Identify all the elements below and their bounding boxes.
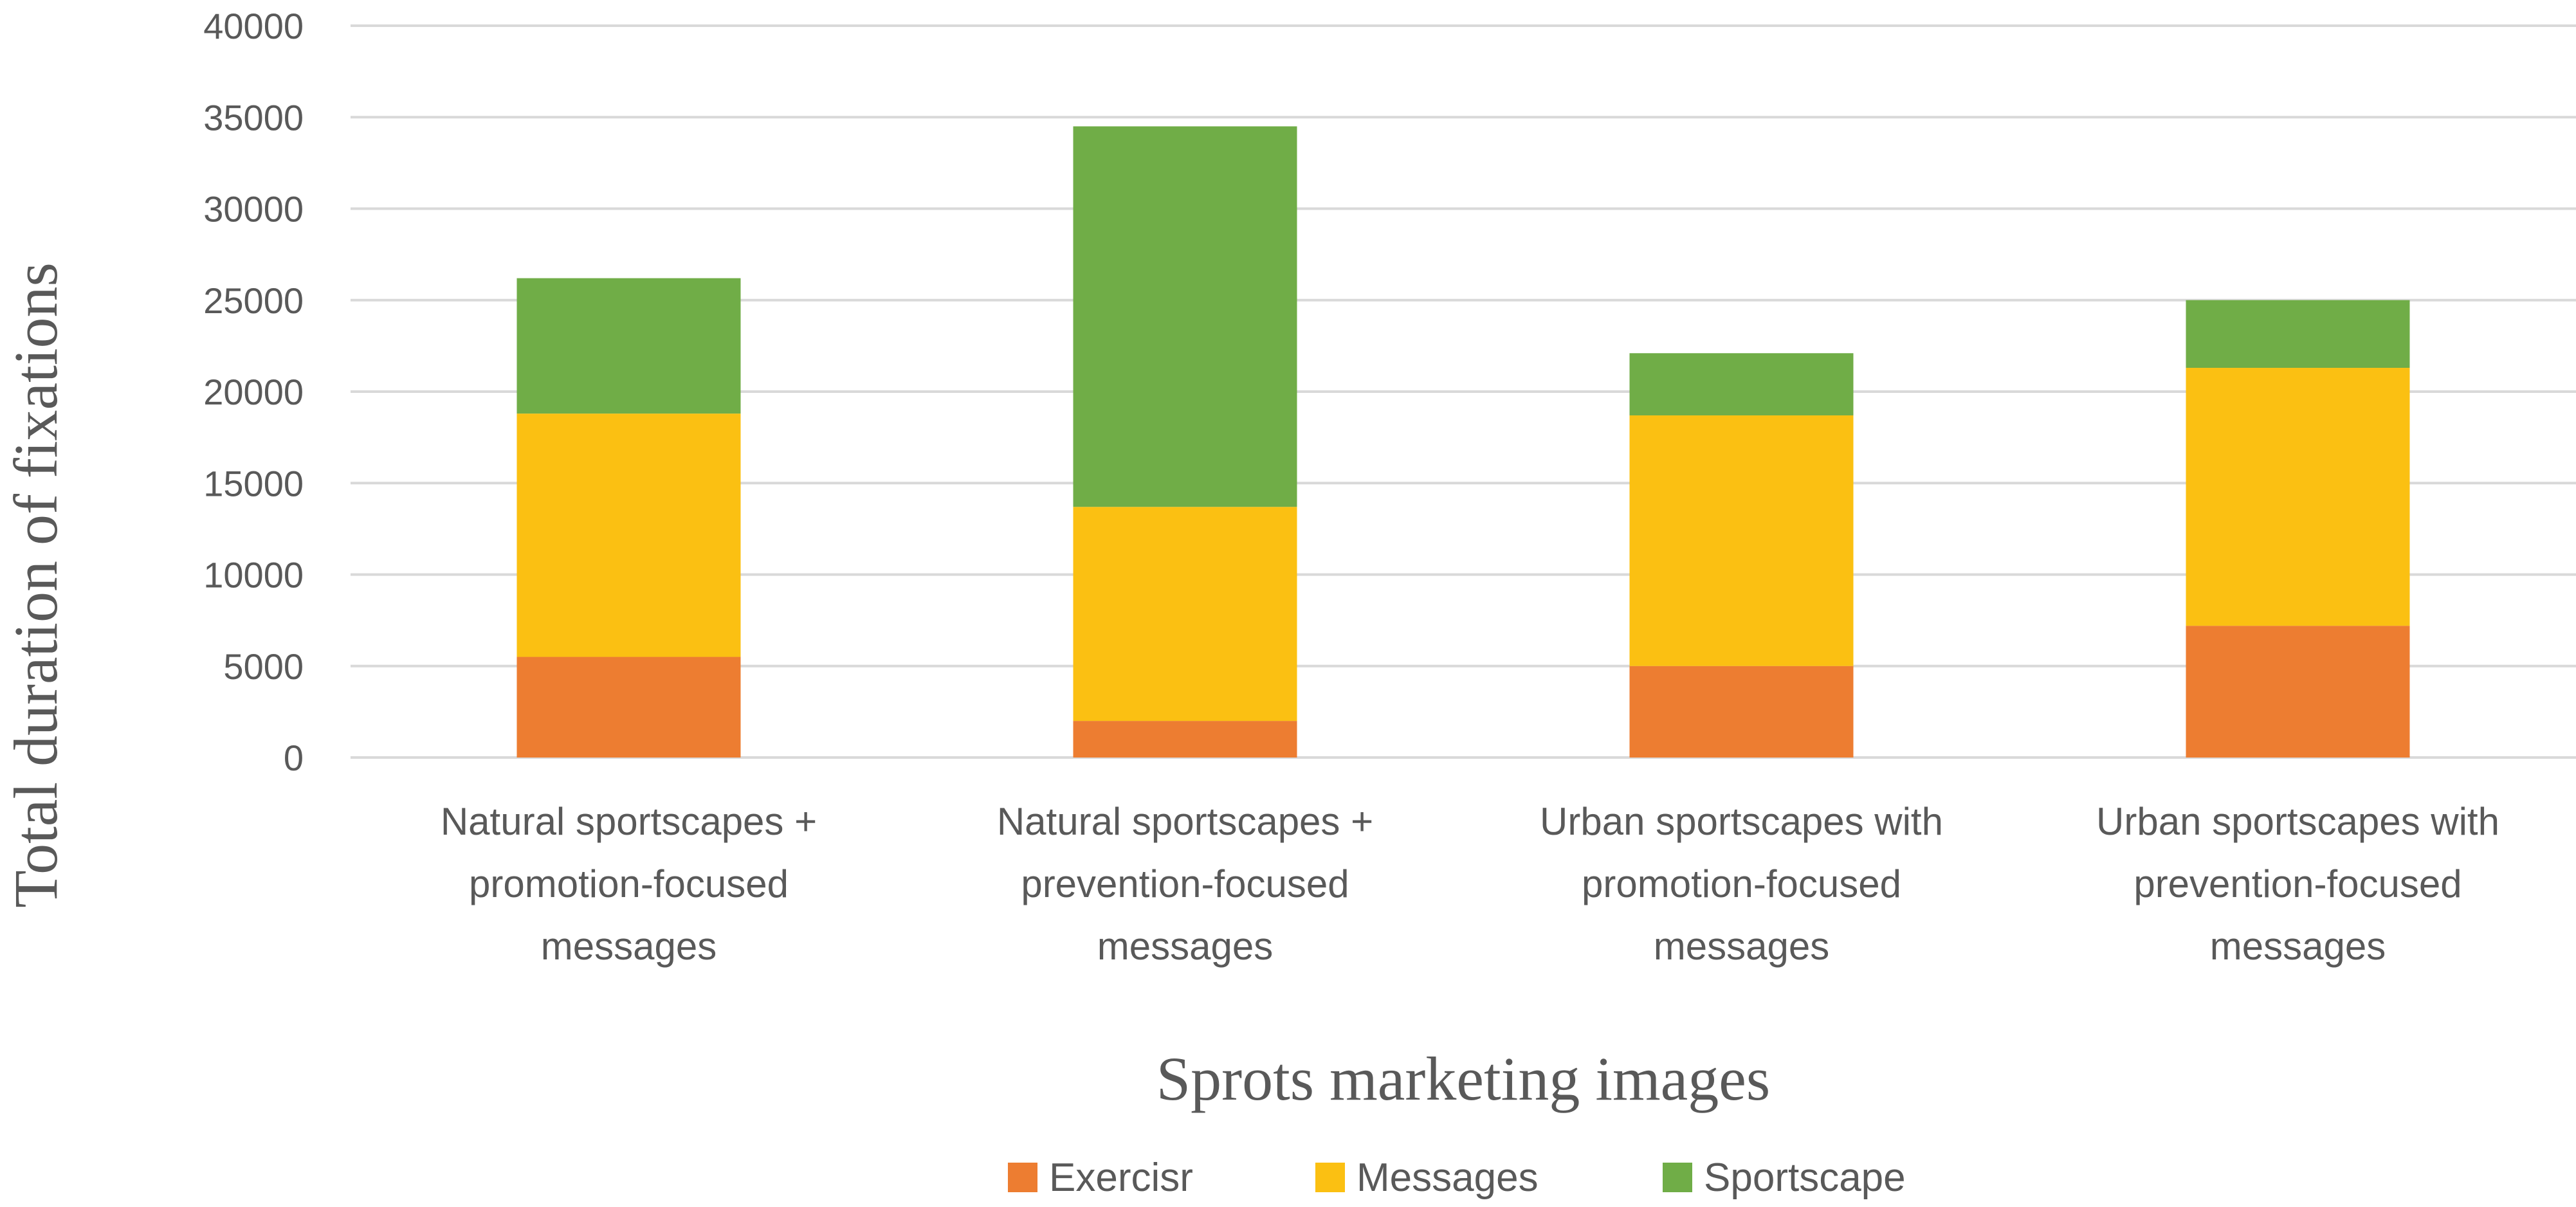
x-category-labels: Natural sportscapes + promotion-focused me… (441, 800, 2499, 968)
bar-segment (1629, 666, 1854, 758)
y-tick-label: 40000 (203, 6, 304, 46)
legend-label: Sportscape (1704, 1156, 1906, 1200)
y-tick-label: 0 (284, 738, 304, 778)
bar-segment (516, 657, 741, 758)
bar-segment (516, 413, 741, 657)
y-tick-label: 25000 (203, 280, 304, 321)
x-category-label: messages (1097, 925, 1273, 968)
x-category-label: Natural sportscapes + (997, 800, 1373, 843)
x-category-label: Natural sportscapes + (441, 800, 817, 843)
y-tick-label: 5000 (223, 646, 304, 687)
x-category-label: messages (2210, 925, 2386, 968)
x-category-label: messages (1654, 925, 1829, 968)
legend: Exercisr Messages Sportscape (1008, 1156, 1906, 1200)
x-category-label: Urban sportscapes with (1540, 800, 1943, 843)
x-axis-title: Sprots marketing images (1156, 1044, 1771, 1113)
bar-segment (1629, 353, 1854, 415)
bar-segment (1073, 721, 1297, 758)
y-tick-label: 35000 (203, 97, 304, 138)
bar-segment (2186, 300, 2410, 368)
y-tick-label: 20000 (203, 372, 304, 412)
x-category-label: promotion-focused (469, 862, 789, 905)
y-tick-label: 10000 (203, 555, 304, 595)
bar-segment (1073, 507, 1297, 721)
x-category-label: messages (541, 925, 717, 968)
bar-segment (2186, 368, 2410, 626)
x-category-label: prevention-focused (2133, 862, 2462, 905)
bars (516, 126, 2410, 758)
bar-segment (516, 278, 741, 414)
bar-segment (1629, 415, 1854, 666)
bar-segment (1073, 126, 1297, 507)
y-tick-label: 30000 (203, 189, 304, 230)
y-tick-label: 15000 (203, 463, 304, 504)
legend-swatch (1663, 1163, 1692, 1192)
x-category-label: prevention-focused (1021, 862, 1349, 905)
bar-segment (2186, 626, 2410, 758)
x-category-label: promotion-focused (1582, 862, 1901, 905)
legend-swatch (1008, 1163, 1037, 1192)
y-axis-title: Total duration of fixations (1, 262, 70, 908)
y-tick-labels: 0 5000 10000 15000 20000 25000 30000 35000 40000 (203, 6, 304, 778)
legend-label: Exercisr (1049, 1156, 1193, 1200)
legend-label: Messages (1357, 1156, 1539, 1200)
legend-swatch (1315, 1163, 1345, 1192)
x-category-label: Urban sportscapes with (2096, 800, 2499, 843)
